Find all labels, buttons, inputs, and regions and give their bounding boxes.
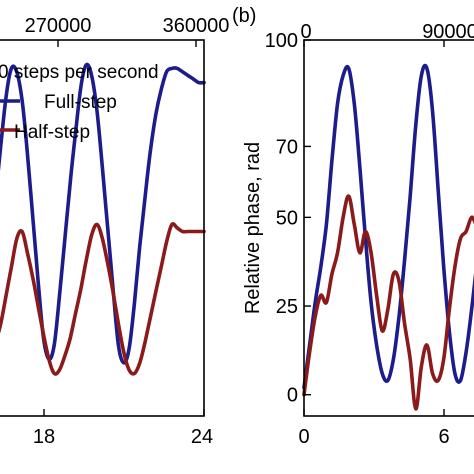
right-y-tick-label-3: 70: [276, 136, 298, 158]
panel-label-b: (b): [232, 5, 256, 27]
right-series-full-step: [302, 63, 474, 390]
right-y-axis-title: Relative phase, rad: [242, 142, 264, 314]
right-series-group: [302, 63, 474, 411]
right-bottom-tick-label-2: 6: [438, 426, 449, 448]
legend-full-step-label: Full-step: [44, 92, 117, 113]
right-panel: (b) 0 90000 0 6 0 25 50 70 100 Relative phas…: [232, 5, 474, 448]
left-series-group: [0, 62, 206, 376]
right-plot-frame: [303, 39, 474, 417]
right-bottom-tick-label-1: 0: [298, 426, 309, 448]
left-plot-frame: [0, 39, 205, 417]
right-y-tick-label-2: 50: [276, 207, 298, 229]
left-legend: 0 steps per second Full-step Half-step: [0, 62, 159, 143]
left-series-half-step: [0, 222, 206, 376]
left-top-tick-label-1: 270000: [25, 15, 92, 37]
right-y-tick-label-1: 25: [276, 296, 298, 318]
left-panel: 270000 360000 18 24 0 steps per second F…: [0, 15, 229, 448]
right-y-axis: 0 25 50 70 100: [265, 30, 311, 407]
right-y-tick-label-0: 0: [287, 385, 298, 407]
right-top-tick-label-2: 90000: [422, 21, 474, 43]
legend-title: 0 steps per second: [0, 62, 159, 83]
legend-half-step-label: Half-step: [14, 122, 90, 143]
left-bottom-tick-label-1: 18: [33, 426, 55, 448]
right-top-tick-label-1: 0: [300, 21, 311, 43]
left-series-full-step: [0, 62, 206, 365]
left-bottom-tick-label-2: 24: [191, 426, 213, 448]
right-series-half-step: [302, 194, 474, 411]
right-y-tick-label-4: 100: [265, 30, 298, 52]
left-top-tick-label-2: 360000: [163, 15, 230, 37]
